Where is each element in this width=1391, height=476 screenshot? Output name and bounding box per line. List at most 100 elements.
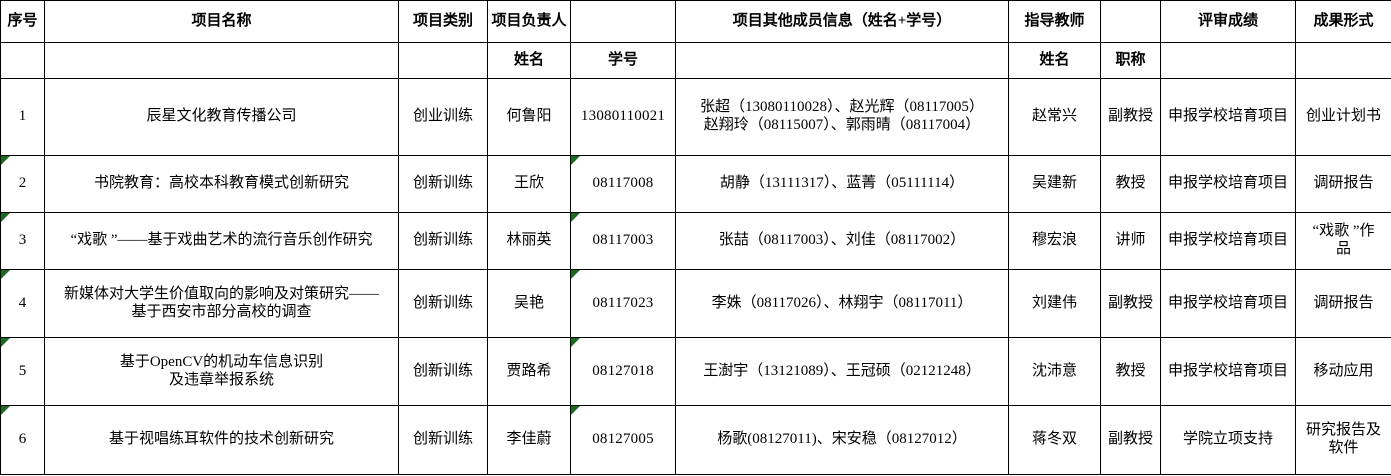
cell-advisor-name[interactable]: 赵常兴 [1008, 78, 1101, 156]
cell-seq-text: 5 [18, 362, 27, 379]
cell-project-category[interactable]: 创新训练 [398, 405, 488, 475]
cell-other-members[interactable]: 胡静（13111317）、蓝菁（05111114） [675, 155, 1009, 213]
comment-indicator-icon [1, 338, 10, 347]
cell-review-result[interactable]: 学院立项支持 [1160, 405, 1296, 475]
cell-leader-id-text: 08127005 [592, 431, 654, 448]
cell-leader-id[interactable]: 08117003 [570, 212, 676, 270]
cell-project-name[interactable]: 书院教育：高校本科教育模式创新研究 [44, 155, 399, 213]
cell-other-members[interactable]: 张喆（08117003）、刘佳（08117002） [675, 212, 1009, 270]
cell-project-name-text: 辰星文化教育传播公司 [146, 108, 297, 125]
cell-leader-name[interactable]: 李佳蔚 [487, 405, 571, 475]
cell-advisor-title[interactable]: 教授 [1100, 155, 1161, 213]
cell-project-name[interactable]: 辰星文化教育传播公司 [44, 78, 399, 156]
comment-indicator-icon [571, 270, 580, 279]
cell-leader-id[interactable]: 13080110021 [570, 78, 676, 156]
cell-review-result[interactable]: 申报学校培育项目 [1160, 155, 1296, 213]
header-outcome-form: 成果形式 [1295, 0, 1391, 43]
cell-other-members-text: 张喆（08117003）、刘佳（08117002） [718, 232, 966, 249]
comment-indicator-icon [571, 406, 580, 415]
subheader-leader-id: 学号 [570, 42, 676, 79]
cell-outcome-form-text: “戏歌 ”作品 [1312, 223, 1375, 257]
cell-outcome-form[interactable]: 移动应用 [1295, 337, 1391, 406]
subheader-project-name-blank [44, 42, 399, 79]
cell-outcome-form[interactable]: 研究报告及 软件 [1295, 405, 1391, 475]
header-seq: 序号 [0, 0, 45, 43]
cell-review-result[interactable]: 申报学校培育项目 [1160, 337, 1296, 406]
cell-other-members-text: 杨歌(08127011)、宋安稳（08127012） [717, 431, 967, 448]
cell-advisor-name[interactable]: 穆宏浪 [1008, 212, 1101, 270]
cell-leader-name[interactable]: 吴艳 [487, 269, 571, 338]
cell-leader-id[interactable]: 08127018 [570, 337, 676, 406]
cell-review-result[interactable]: 申报学校培育项目 [1160, 78, 1296, 156]
header-row-secondary: 姓名 学号 姓名 职称 [0, 42, 1391, 79]
cell-leader-id-text: 08127018 [592, 362, 654, 379]
cell-seq[interactable]: 1 [0, 78, 45, 156]
cell-advisor-title[interactable]: 教授 [1100, 337, 1161, 406]
cell-leader-name[interactable]: 王欣 [487, 155, 571, 213]
cell-seq-text: 1 [18, 108, 27, 125]
cell-outcome-form[interactable]: 调研报告 [1295, 269, 1391, 338]
cell-other-members-text: 王澍宇（13121089）、王冠硕（02121248） [703, 362, 981, 379]
cell-project-name[interactable]: 基于OpenCV的机动车信息识别 及违章举报系统 [44, 337, 399, 406]
cell-outcome-form[interactable]: 调研报告 [1295, 155, 1391, 213]
table-row[interactable]: 4 新媒体对大学生价值取向的影响及对策研究—— 基于西安市部分高校的调查 创新训练… [0, 269, 1391, 338]
cell-leader-id[interactable]: 08127005 [570, 405, 676, 475]
cell-project-name[interactable]: 基于视唱练耳软件的技术创新研究 [44, 405, 399, 475]
cell-other-members-text: 李姝（08117026）、林翔宇（08117011） [711, 294, 973, 311]
cell-leader-id-text: 08117008 [592, 175, 654, 192]
table-row[interactable]: 5 基于OpenCV的机动车信息识别 及违章举报系统 创新训练 贾路希 08127… [0, 337, 1391, 406]
cell-advisor-title[interactable]: 副教授 [1100, 405, 1161, 475]
cell-advisor-name[interactable]: 蒋冬双 [1008, 405, 1101, 475]
header-advisor: 指导教师 [1008, 0, 1101, 43]
header-review-result: 评审成绩 [1160, 0, 1296, 43]
cell-seq[interactable]: 5 [0, 337, 45, 406]
cell-project-category[interactable]: 创业训练 [398, 78, 488, 156]
subheader-leader-name: 姓名 [487, 42, 571, 79]
table-row[interactable]: 2 书院教育：高校本科教育模式创新研究 创新训练 王欣 08117008 胡静（… [0, 155, 1391, 213]
cell-advisor-name[interactable]: 吴建新 [1008, 155, 1101, 213]
cell-advisor-name[interactable]: 沈沛意 [1008, 337, 1101, 406]
cell-project-name[interactable]: “戏歌 ”——基于戏曲艺术的流行音乐创作研究 [44, 212, 399, 270]
header-row-primary: 序号 项目名称 项目类别 项目负责人 项目其他成员信息（姓名+学号） 指导教师 … [0, 0, 1391, 43]
cell-seq[interactable]: 4 [0, 269, 45, 338]
cell-outcome-form[interactable]: “戏歌 ”作品 [1295, 212, 1391, 270]
cell-leader-name[interactable]: 林丽英 [487, 212, 571, 270]
cell-project-name-text: 基于OpenCV的机动车信息识别 及违章举报系统 [119, 353, 324, 388]
cell-other-members[interactable]: 李姝（08117026）、林翔宇（08117011） [675, 269, 1009, 338]
cell-review-result[interactable]: 申报学校培育项目 [1160, 269, 1296, 338]
cell-other-members[interactable]: 张超（13080110028）、赵光辉（08117005） 赵翔玲（0811500… [675, 78, 1009, 156]
cell-other-members[interactable]: 杨歌(08127011)、宋安稳（08127012） [675, 405, 1009, 475]
cell-review-result[interactable]: 申报学校培育项目 [1160, 212, 1296, 270]
cell-leader-name[interactable]: 贾路希 [487, 337, 571, 406]
cell-project-category[interactable]: 创新训练 [398, 155, 488, 213]
cell-outcome-form-text: 移动应用 [1313, 362, 1374, 379]
cell-advisor-name[interactable]: 刘建伟 [1008, 269, 1101, 338]
cell-project-name[interactable]: 新媒体对大学生价值取向的影响及对策研究—— 基于西安市部分高校的调查 [44, 269, 399, 338]
cell-outcome-form[interactable]: 创业计划书 [1295, 78, 1391, 156]
cell-other-members-text: 胡静（13111317）、蓝菁（05111114） [719, 175, 965, 192]
cell-leader-id[interactable]: 08117008 [570, 155, 676, 213]
subheader-review-result-blank [1160, 42, 1296, 79]
cell-project-category[interactable]: 创新训练 [398, 212, 488, 270]
cell-project-category[interactable]: 创新训练 [398, 337, 488, 406]
table-row[interactable]: 6 基于视唱练耳软件的技术创新研究 创新训练 李佳蔚 08127005 杨歌(0… [0, 405, 1391, 475]
cell-advisor-title[interactable]: 副教授 [1100, 78, 1161, 156]
cell-seq-text: 2 [18, 175, 27, 192]
cell-leader-name[interactable]: 何鲁阳 [487, 78, 571, 156]
table-row[interactable]: 3 “戏歌 ”——基于戏曲艺术的流行音乐创作研究 创新训练 林丽英 081170… [0, 212, 1391, 270]
cell-leader-id-text: 13080110021 [580, 108, 666, 125]
cell-seq[interactable]: 3 [0, 212, 45, 270]
cell-other-members[interactable]: 王澍宇（13121089）、王冠硕（02121248） [675, 337, 1009, 406]
header-project-name: 项目名称 [44, 0, 399, 43]
comment-indicator-icon [1, 270, 10, 279]
cell-advisor-title[interactable]: 副教授 [1100, 269, 1161, 338]
cell-leader-id[interactable]: 08117023 [570, 269, 676, 338]
cell-advisor-title[interactable]: 讲师 [1100, 212, 1161, 270]
table-row[interactable]: 1 辰星文化教育传播公司 创业训练 何鲁阳 13080110021 张超（130… [0, 78, 1391, 156]
cell-seq[interactable]: 2 [0, 155, 45, 213]
cell-seq[interactable]: 6 [0, 405, 45, 475]
cell-project-category[interactable]: 创新训练 [398, 269, 488, 338]
comment-indicator-icon [1, 406, 10, 415]
